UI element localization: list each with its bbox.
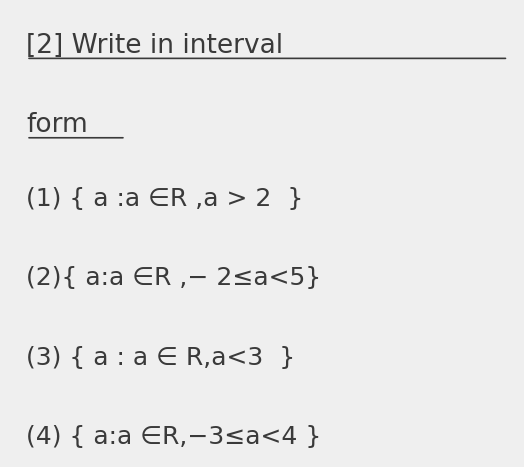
Text: [2] Write in interval: [2] Write in interval <box>26 33 283 59</box>
Text: (4) { a:a ∈R,−3≤a<4 }: (4) { a:a ∈R,−3≤a<4 } <box>26 425 322 449</box>
Text: (3) { a : a ∈ R,a<3  }: (3) { a : a ∈ R,a<3 } <box>26 346 296 369</box>
Text: (2){ a:a ∈R ,− 2≤a<5}: (2){ a:a ∈R ,− 2≤a<5} <box>26 266 321 290</box>
Text: form: form <box>26 112 88 138</box>
Text: (1) { a :a ∈R ,a > 2  }: (1) { a :a ∈R ,a > 2 } <box>26 187 303 211</box>
